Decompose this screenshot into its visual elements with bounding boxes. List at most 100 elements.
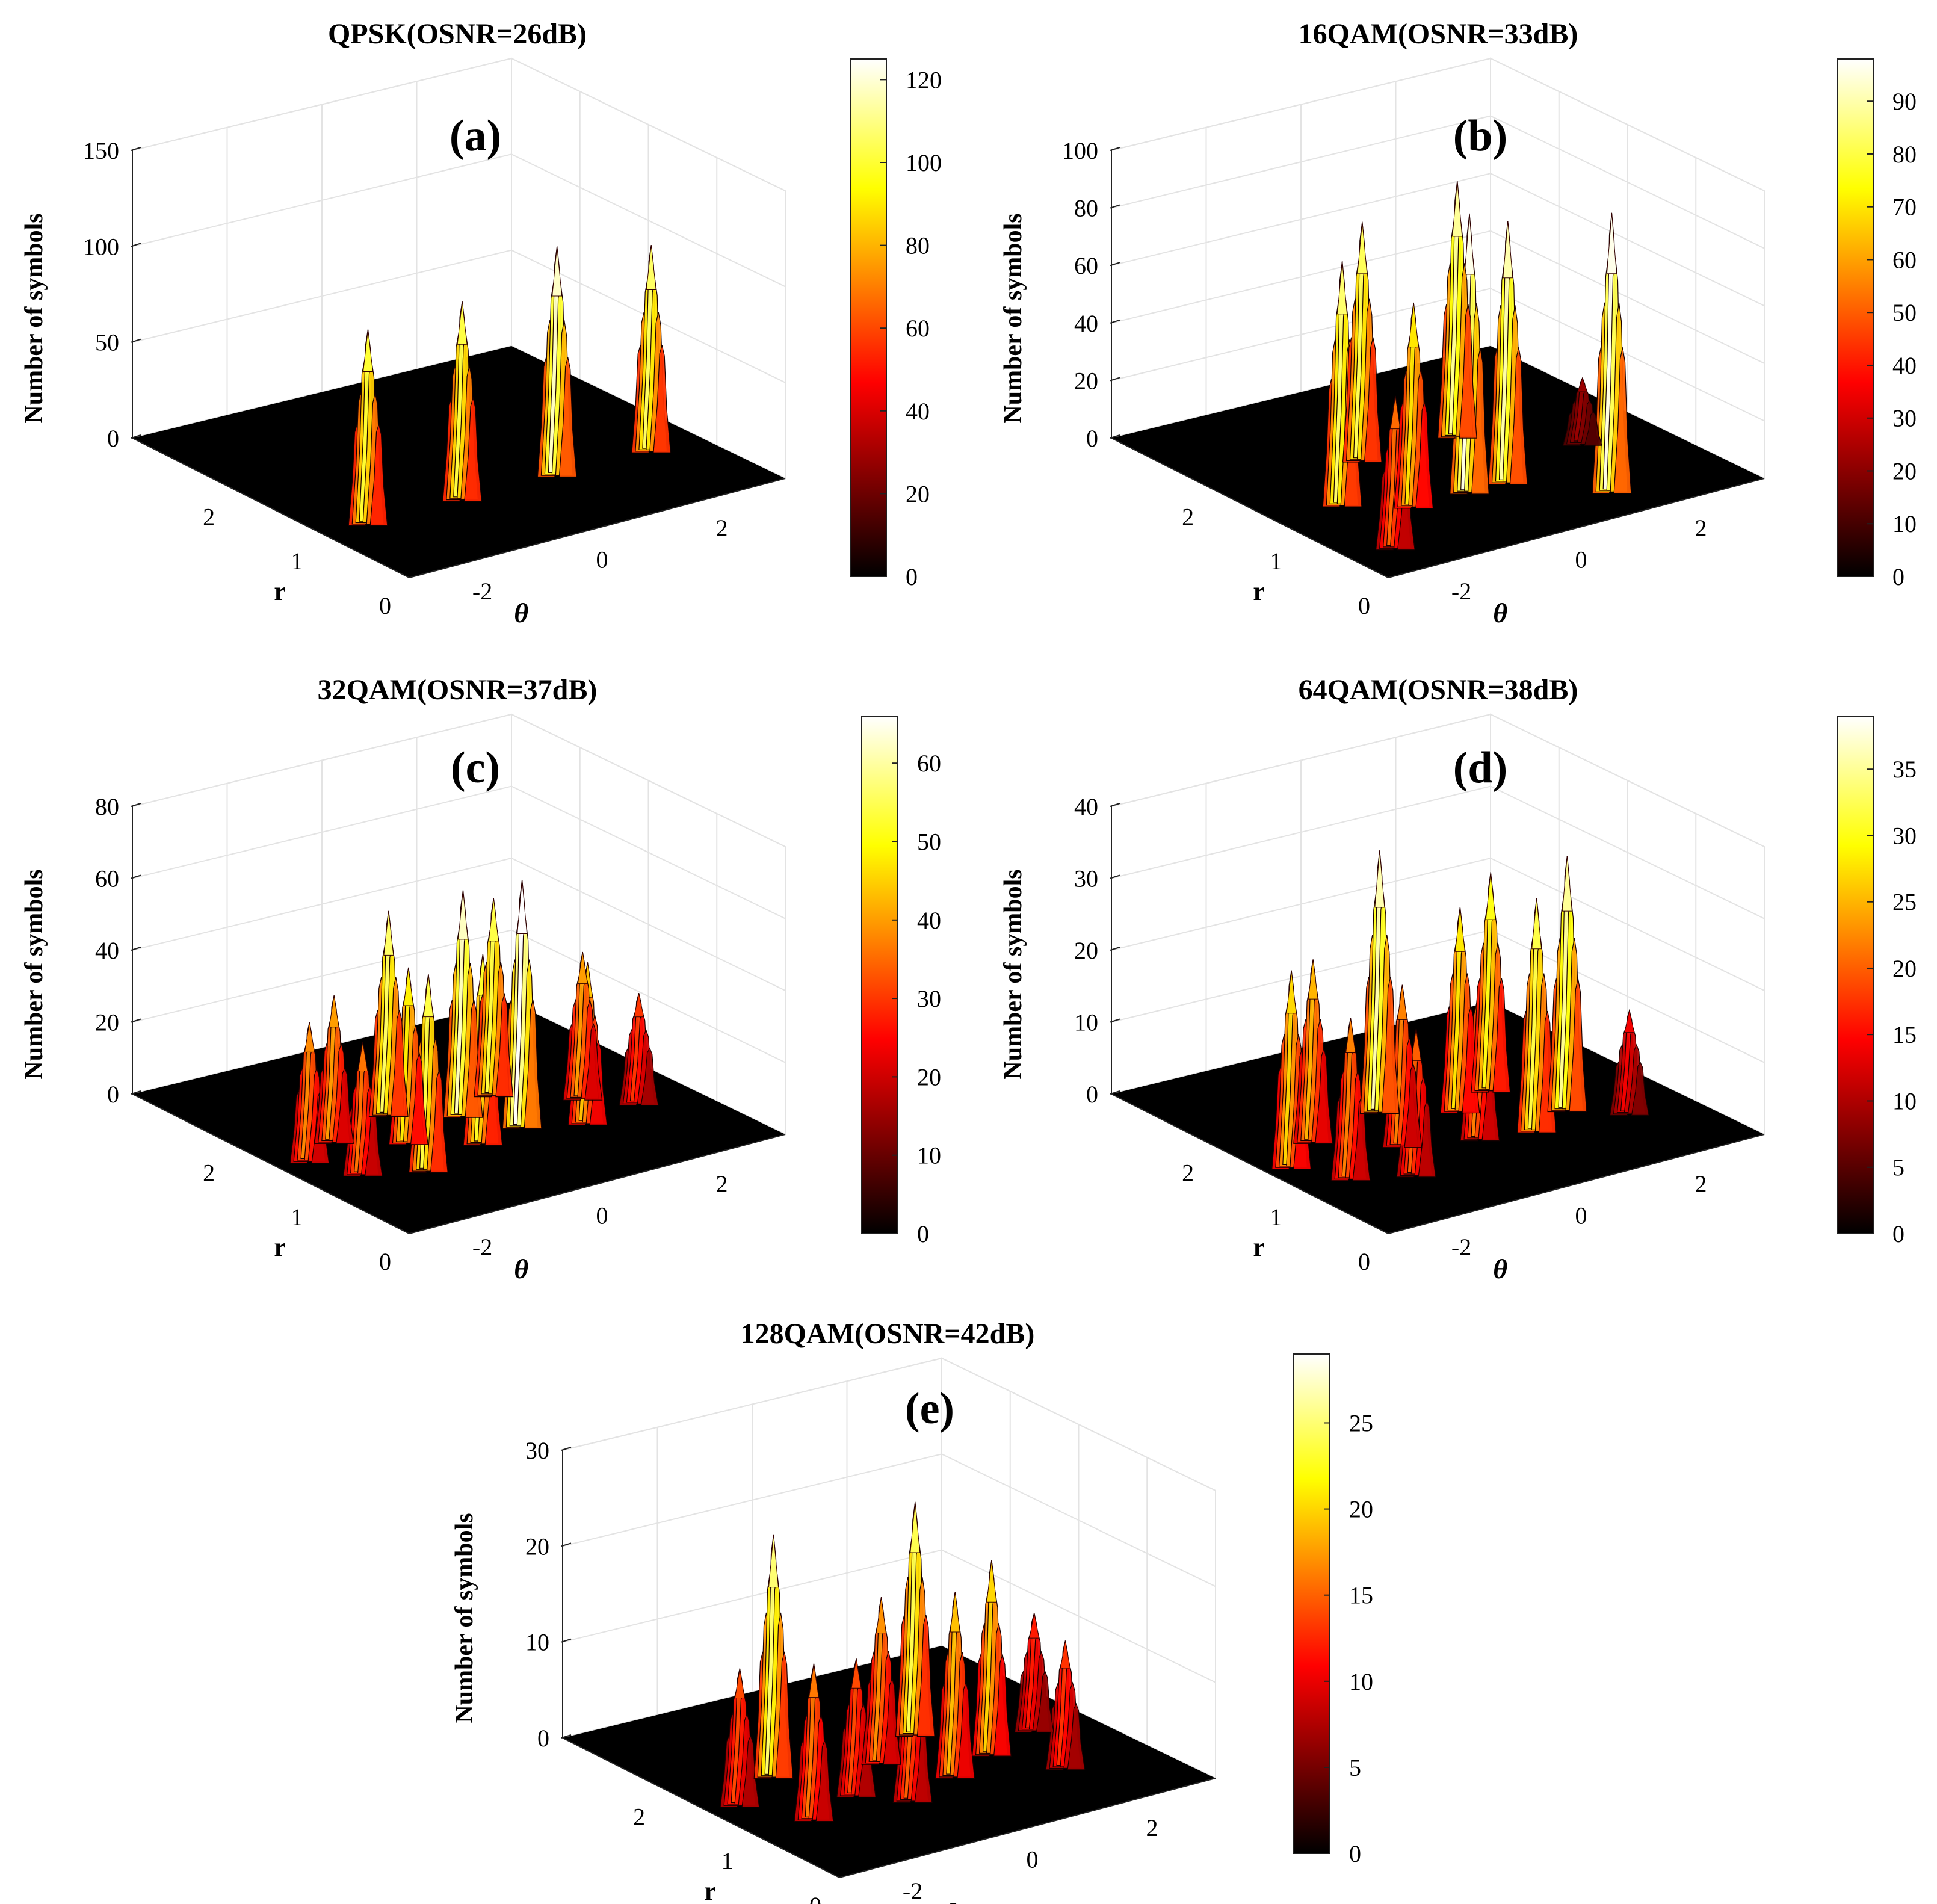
r-axis-label: r <box>274 576 286 606</box>
colorbar-tick-label: 30 <box>1892 822 1917 849</box>
colorbar-gradient <box>861 716 898 1234</box>
peak-cap <box>734 1668 746 1699</box>
peak-strand <box>1067 1702 1086 1770</box>
peak-cap <box>1454 907 1466 952</box>
peak-strand <box>1418 1099 1436 1178</box>
peak-cap <box>1410 1028 1422 1061</box>
colorbar-tick-label: 50 <box>1892 299 1917 326</box>
chart-panel-e: 0 10 20 30 0 1 2 -2 0 2 r θ Number of symbols 128QAM(… <box>451 1318 1373 1904</box>
z-tick <box>131 147 141 151</box>
z-tick-label: 0 <box>1086 425 1098 452</box>
peak-2 <box>794 1663 834 1822</box>
colorbar-tick-label: 25 <box>1349 1409 1373 1436</box>
peak-9 <box>1562 377 1602 446</box>
peak-strand <box>430 1068 448 1173</box>
peak-strand <box>1613 347 1632 494</box>
r-axis-label: r <box>704 1876 716 1904</box>
theta-axis-line <box>409 1134 786 1234</box>
peak-cap <box>1337 261 1348 315</box>
r-tick-label: 2 <box>203 1159 215 1186</box>
axes-grid <box>562 1357 1216 1779</box>
chart-panel-a: 0 50 100 150 0 1 2 -2 0 2 r θ Number of symbols QPSK(… <box>20 18 942 628</box>
peak-2 <box>1330 1018 1371 1181</box>
peak-strand <box>584 1023 603 1101</box>
theta-tick-label: 2 <box>715 1170 728 1198</box>
theta-axis-line <box>1388 478 1765 578</box>
r-tick-label: 0 <box>1358 592 1370 619</box>
z-tick-label: 10 <box>1074 1009 1098 1036</box>
peak-13 <box>619 993 659 1106</box>
peak-cap <box>1562 856 1572 912</box>
theta-tick-label: 0 <box>596 546 608 573</box>
peak-1 <box>720 1668 760 1808</box>
peak-cap <box>1464 213 1475 275</box>
colorbar-tick-label: 20 <box>917 1063 941 1090</box>
peak-7 <box>1437 181 1477 439</box>
peak-cap <box>950 1592 960 1633</box>
z-tick <box>131 338 141 343</box>
z-tick-label: 150 <box>83 137 119 164</box>
peak-cap <box>646 245 656 291</box>
z-gridline <box>132 857 786 991</box>
colorbar-tick-label: 15 <box>1349 1582 1373 1609</box>
peak-strand <box>1381 977 1400 1114</box>
z-gridline <box>1111 785 1765 920</box>
theta-axis-line <box>409 478 786 578</box>
z-gridline <box>1111 288 1765 422</box>
z-tick-label: 100 <box>1062 137 1098 164</box>
z-gridline <box>132 153 786 288</box>
r-axis-line <box>132 437 410 578</box>
z-tick <box>1110 803 1120 807</box>
z-gridline <box>562 1549 1216 1683</box>
colorbar: 0 5 10 15 20 25 30 35 <box>1837 716 1917 1247</box>
peak-3 <box>537 246 577 478</box>
axis-lines <box>562 1450 1216 1878</box>
peak-cap <box>457 301 468 345</box>
z-gridline <box>1111 230 1765 364</box>
r-tick-label: 1 <box>291 548 303 575</box>
theta-tick-label: 0 <box>1027 1846 1039 1873</box>
peak-cap <box>1357 221 1368 274</box>
z-tick-label: 60 <box>1074 252 1098 279</box>
z-gridline <box>132 785 786 920</box>
colorbar-tick-label: 30 <box>1892 405 1917 432</box>
peak-strand <box>741 1735 760 1808</box>
r-axis-line <box>1111 1093 1389 1234</box>
peak-strand <box>558 357 577 478</box>
z-gridline <box>132 249 786 383</box>
peak-cap <box>768 1534 779 1588</box>
peak-strand <box>495 992 514 1098</box>
r-tick-label: 1 <box>291 1204 303 1231</box>
peak-strand <box>1036 1670 1054 1733</box>
chart-title: 64QAM(OSNR=38dB) <box>1299 674 1578 706</box>
r-tick-label: 0 <box>379 592 391 619</box>
panel-label: (d) <box>1453 743 1507 793</box>
r-tick-label: 2 <box>633 1803 645 1830</box>
peak-9 <box>1516 898 1557 1133</box>
colorbar-tick-label: 5 <box>1349 1754 1361 1781</box>
peak-cap <box>1531 898 1542 950</box>
colorbar-tick-label: 60 <box>917 750 941 777</box>
theta-axis-label: θ <box>1493 598 1507 628</box>
z-axis-label: Number of symbols <box>999 869 1027 1079</box>
peak-10 <box>1471 872 1511 1093</box>
peak-strand <box>653 345 672 453</box>
z-tick <box>131 1090 141 1095</box>
peak-cap <box>634 993 644 1018</box>
peak-strand <box>916 1615 935 1737</box>
peak-12 <box>1609 1009 1649 1116</box>
peak-strand <box>1509 347 1528 485</box>
peak-strand <box>640 1047 659 1106</box>
peak-strand <box>1492 978 1511 1093</box>
axis-lines <box>132 150 786 578</box>
z-tick-label: 20 <box>95 1009 119 1036</box>
colorbar-tick-label: 50 <box>917 828 941 855</box>
colorbar-gradient <box>1837 716 1874 1234</box>
peak-strand <box>1415 401 1434 509</box>
z-tick-label: 0 <box>537 1725 549 1752</box>
z-gridline <box>132 57 786 191</box>
colorbar-tick-label: 0 <box>1892 563 1905 590</box>
chart-panel-c: 0 20 40 60 80 0 1 2 -2 0 2 r θ Number of symbols 32QAM… <box>20 674 941 1284</box>
peak-3 <box>314 995 354 1144</box>
colorbar-tick-label: 25 <box>1892 889 1917 916</box>
